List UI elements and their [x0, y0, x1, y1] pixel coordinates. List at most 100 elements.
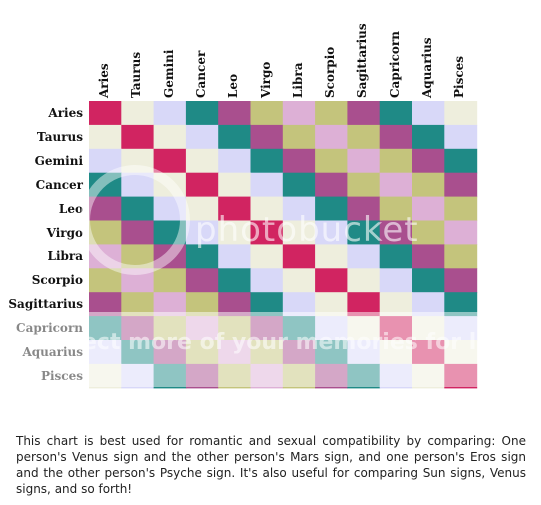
cell-aries-scorpio: [315, 101, 348, 126]
cell-cancer-taurus: [121, 172, 155, 198]
cell-pisces-taurus: [121, 363, 155, 389]
cell-taurus-virgo: [250, 124, 284, 150]
cell-capricorn-scorpio: [315, 316, 348, 341]
cell-taurus-libra: [282, 124, 316, 150]
cell-libra-taurus: [121, 244, 155, 269]
cell-pisces-sagittarius: [347, 363, 381, 389]
cell-sagittarius-leo: [218, 292, 252, 317]
cell-capricorn-capricorn: [379, 316, 413, 341]
cell-virgo-leo: [218, 220, 252, 245]
cell-libra-gemini: [153, 244, 187, 269]
cell-sagittarius-capricorn: [379, 292, 413, 317]
row-label-sagittarius: Sagittarius: [8, 297, 83, 312]
cell-pisces-gemini: [153, 363, 187, 389]
cell-pisces-libra: [282, 363, 316, 389]
row-label-scorpio: Scorpio: [31, 273, 83, 288]
cell-aries-sagittarius: [347, 101, 381, 126]
cell-gemini-capricorn: [379, 148, 413, 174]
cell-libra-aries: [89, 244, 122, 269]
cell-cancer-aquarius: [412, 172, 445, 198]
column-label-aquarius: Aquarius: [420, 37, 434, 98]
cell-capricorn-aries: [89, 316, 122, 341]
cell-libra-sagittarius: [347, 244, 381, 269]
cell-sagittarius-pisces: [444, 292, 478, 317]
cell-taurus-leo: [218, 124, 252, 150]
cell-scorpio-pisces: [444, 268, 478, 293]
cell-sagittarius-gemini: [153, 292, 187, 317]
cell-aquarius-aries: [89, 340, 122, 365]
row-label-virgo: Virgo: [46, 225, 83, 240]
cell-leo-pisces: [444, 196, 478, 222]
cell-virgo-scorpio: [315, 220, 348, 245]
cell-leo-taurus: [121, 196, 155, 222]
row-label-libra: Libra: [47, 249, 83, 264]
row-label-taurus: Taurus: [36, 129, 83, 144]
cell-gemini-sagittarius: [347, 148, 381, 174]
cell-pisces-cancer: [185, 363, 219, 389]
cell-aquarius-cancer: [185, 340, 219, 365]
cell-leo-gemini: [153, 196, 187, 222]
cell-cancer-capricorn: [379, 172, 413, 198]
cell-scorpio-leo: [218, 268, 252, 293]
cell-libra-capricorn: [379, 244, 413, 269]
row-label-leo: Leo: [58, 201, 83, 216]
chart-description: This chart is best used for romantic and…: [16, 434, 526, 496]
cell-leo-aries: [89, 196, 122, 222]
cell-taurus-pisces: [444, 124, 478, 150]
cell-leo-sagittarius: [347, 196, 381, 222]
cell-sagittarius-sagittarius: [347, 292, 381, 317]
cell-aries-libra: [282, 101, 316, 126]
cell-pisces-aquarius: [412, 363, 445, 389]
row-label-gemini: Gemini: [34, 153, 83, 168]
cell-taurus-cancer: [185, 124, 219, 150]
column-label-scorpio: Scorpio: [323, 46, 338, 98]
cell-scorpio-aries: [89, 268, 122, 293]
cell-taurus-taurus: [121, 124, 155, 150]
cell-leo-aquarius: [412, 196, 445, 222]
cell-virgo-virgo: [250, 220, 284, 245]
cell-aquarius-aquarius: [412, 340, 445, 365]
cell-capricorn-pisces: [444, 316, 478, 341]
cell-pisces-capricorn: [379, 363, 413, 389]
cell-pisces-aries: [89, 363, 122, 389]
cell-virgo-pisces: [444, 220, 478, 245]
cell-virgo-sagittarius: [347, 220, 381, 245]
cell-capricorn-aquarius: [412, 316, 445, 341]
cell-aquarius-gemini: [153, 340, 187, 365]
cell-libra-virgo: [250, 244, 284, 269]
compatibility-chart: Aries Taurus Gemini Cancer Leo Virgo Libra Scor…: [8, 23, 478, 389]
cell-virgo-capricorn: [379, 220, 413, 245]
row-label-capricorn: Capricorn: [16, 321, 83, 336]
cell-virgo-gemini: [153, 220, 187, 245]
cell-aries-leo: [218, 101, 252, 126]
cell-taurus-aries: [89, 124, 122, 150]
cell-scorpio-sagittarius: [347, 268, 381, 293]
cell-cancer-leo: [218, 172, 252, 198]
column-label-capricorn: Capricorn: [387, 31, 402, 98]
cell-gemini-aquarius: [412, 148, 445, 174]
cell-libra-leo: [218, 244, 252, 269]
row-label-aries: Aries: [48, 106, 83, 120]
cell-libra-pisces: [444, 244, 478, 269]
cell-gemini-cancer: [185, 148, 219, 174]
cell-taurus-gemini: [153, 124, 187, 150]
cell-scorpio-libra: [282, 268, 316, 293]
cell-pisces-pisces: [444, 363, 478, 389]
cell-scorpio-taurus: [121, 268, 155, 293]
cell-pisces-virgo: [250, 363, 284, 389]
column-label-virgo: Virgo: [258, 61, 273, 98]
cell-libra-scorpio: [315, 244, 348, 269]
column-label-sagittarius: Sagittarius: [355, 23, 370, 98]
cell-pisces-leo: [218, 363, 252, 389]
row-label-cancer: Cancer: [35, 177, 83, 192]
cell-capricorn-taurus: [121, 316, 155, 341]
cell-gemini-aries: [89, 148, 122, 174]
cell-sagittarius-libra: [282, 292, 316, 317]
cell-leo-cancer: [185, 196, 219, 222]
cell-scorpio-scorpio: [315, 268, 348, 293]
cell-capricorn-libra: [282, 316, 316, 341]
cell-aries-pisces: [444, 101, 478, 126]
cell-cancer-libra: [282, 172, 316, 198]
cell-gemini-gemini: [153, 148, 187, 174]
cell-gemini-scorpio: [315, 148, 348, 174]
